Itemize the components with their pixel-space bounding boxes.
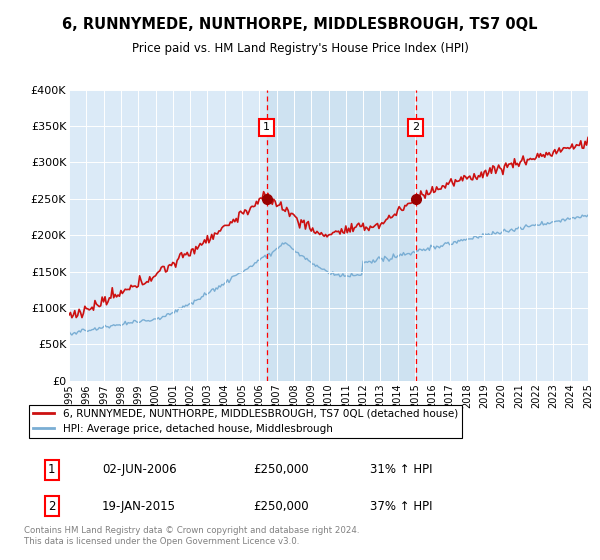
Text: 31% ↑ HPI: 31% ↑ HPI xyxy=(370,463,433,476)
Text: £250,000: £250,000 xyxy=(253,500,308,512)
Text: 2: 2 xyxy=(48,500,56,512)
Text: £250,000: £250,000 xyxy=(253,463,308,476)
Text: 19-JAN-2015: 19-JAN-2015 xyxy=(102,500,176,512)
Bar xyxy=(266,90,416,381)
Text: 02-JUN-2006: 02-JUN-2006 xyxy=(102,463,177,476)
Legend: 6, RUNNYMEDE, NUNTHORPE, MIDDLESBROUGH, TS7 0QL (detached house), HPI: Average p: 6, RUNNYMEDE, NUNTHORPE, MIDDLESBROUGH, … xyxy=(29,405,462,438)
Text: 1: 1 xyxy=(48,463,56,476)
Text: 37% ↑ HPI: 37% ↑ HPI xyxy=(370,500,433,512)
Text: Contains HM Land Registry data © Crown copyright and database right 2024.
This d: Contains HM Land Registry data © Crown c… xyxy=(24,526,359,546)
Text: 1: 1 xyxy=(263,123,270,133)
Text: 2: 2 xyxy=(412,123,419,133)
Text: Price paid vs. HM Land Registry's House Price Index (HPI): Price paid vs. HM Land Registry's House … xyxy=(131,42,469,55)
Text: 6, RUNNYMEDE, NUNTHORPE, MIDDLESBROUGH, TS7 0QL: 6, RUNNYMEDE, NUNTHORPE, MIDDLESBROUGH, … xyxy=(62,17,538,32)
